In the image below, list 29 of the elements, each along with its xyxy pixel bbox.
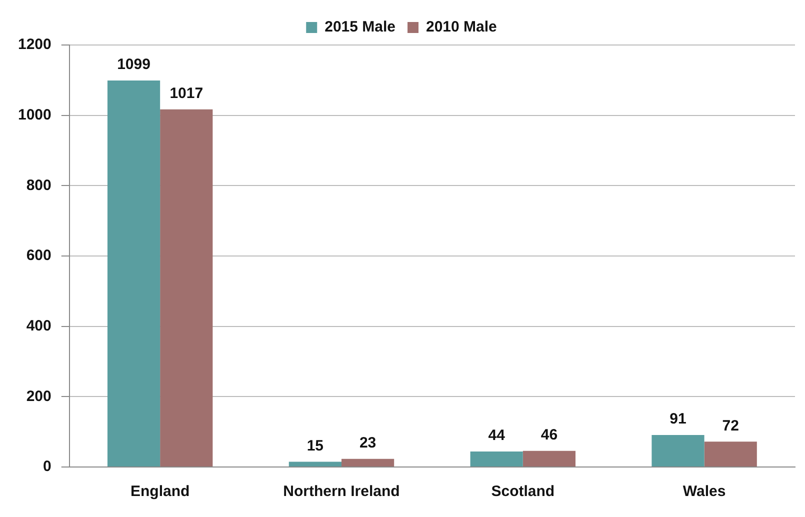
x-tick-label: Scotland [491,483,555,500]
data-label: 46 [540,426,558,444]
bar [652,435,704,466]
y-tick-label: 1200 [18,36,52,54]
legend-label: 2010 Male [426,18,497,36]
data-label: 1017 [170,84,204,102]
x-tick-label: Wales [682,483,726,500]
data-label: 44 [488,427,506,444]
x-tick-label: Northern Ireland [283,483,400,500]
data-label: 72 [722,417,739,434]
bar [522,450,576,466]
bar [288,462,342,466]
y-tick-label: 0 [43,458,52,476]
data-label: 15 [306,437,324,454]
data-label: 23 [359,434,376,452]
bar [160,109,213,466]
bar [704,442,757,466]
y-tick-label: 800 [26,176,52,194]
bar [341,458,394,466]
legend-label: 2015 Male [324,18,396,36]
y-tick-label: 1000 [18,106,52,124]
bar [107,80,160,466]
data-label: 1099 [117,56,150,74]
y-tick-label: 400 [26,317,52,334]
x-tick-label: England [130,483,190,500]
y-tick-label: 600 [26,247,52,264]
data-label: 91 [670,410,686,428]
bar [470,452,523,466]
y-tick-label: 200 [26,388,52,405]
